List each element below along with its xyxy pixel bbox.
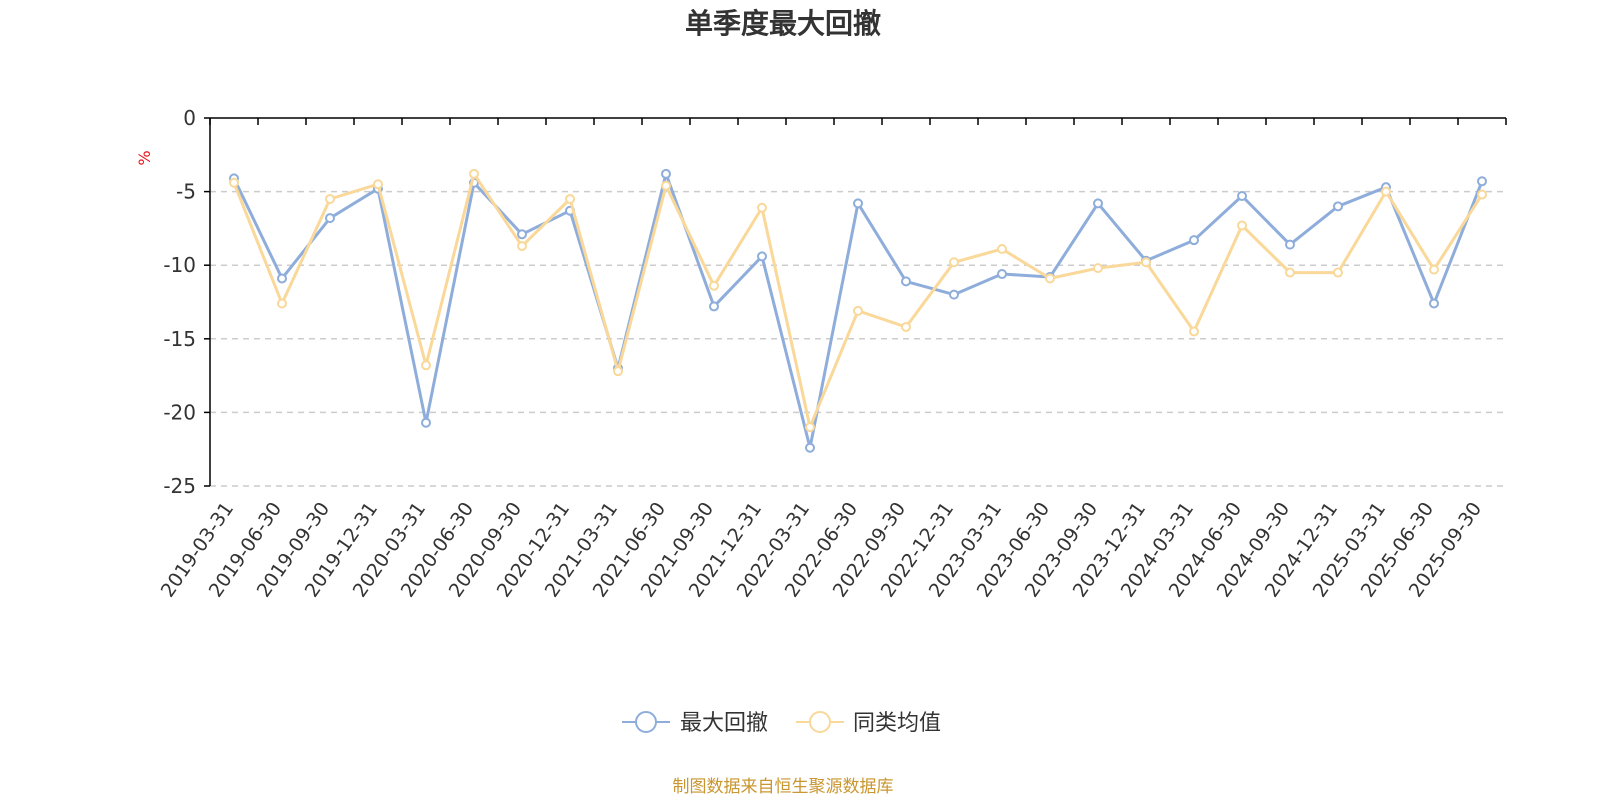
data-point: [1237, 191, 1247, 202]
y-tick-label: -20: [163, 400, 196, 424]
series: [229, 168, 1487, 453]
y-tick-label: -25: [163, 474, 196, 498]
data-point: [1093, 263, 1103, 274]
data-point: [709, 301, 719, 312]
data-point: [277, 298, 287, 309]
data-point: [1141, 257, 1151, 268]
data-point: [517, 241, 527, 252]
y-tick-label: -5: [176, 180, 196, 204]
legend-marker: [635, 711, 657, 733]
data-point: [997, 244, 1007, 255]
legend-item-1[interactable]: 最大回撤: [622, 711, 768, 736]
data-point: [853, 305, 863, 316]
series-line: [232, 172, 1484, 429]
data-point: [1189, 235, 1199, 246]
data-point: [1429, 264, 1439, 275]
data-point: [805, 442, 815, 453]
y-tick-label: -10: [163, 253, 196, 277]
data-point: [661, 168, 671, 179]
data-point: [517, 229, 527, 240]
data-point: [421, 417, 431, 428]
y-tick-label: -15: [163, 327, 196, 351]
legend-label: 最大回撤: [680, 711, 768, 736]
data-point: [565, 193, 575, 204]
legend-marker: [809, 711, 831, 733]
data-point: [1333, 267, 1343, 278]
series-2: [229, 168, 1487, 433]
data-point: [1093, 198, 1103, 209]
data-point: [421, 360, 431, 371]
data-point: [229, 177, 239, 188]
chart-title: 单季度最大回撤: [685, 7, 881, 40]
data-point: [1189, 326, 1199, 337]
data-point: [709, 280, 719, 291]
legend[interactable]: 最大回撤 同类均值: [622, 711, 941, 736]
data-point: [661, 180, 671, 191]
data-point: [805, 422, 815, 433]
axes: 0-5-10-15-20-252019-03-312019-06-302019-…: [157, 106, 1507, 601]
data-point: [325, 213, 335, 224]
data-point: [1477, 176, 1487, 187]
data-point: [613, 366, 623, 377]
y-tick-label: 0: [183, 106, 196, 130]
data-point: [901, 276, 911, 287]
data-point: [1237, 220, 1247, 231]
data-point: [757, 202, 767, 213]
data-point: [949, 257, 959, 268]
source-note: 制图数据来自恒生聚源数据库: [673, 777, 894, 797]
data-point: [1381, 186, 1391, 197]
data-point: [1333, 201, 1343, 212]
data-point: [949, 289, 959, 300]
data-point: [325, 193, 335, 204]
data-point: [469, 168, 479, 179]
data-point: [1285, 267, 1295, 278]
y-axis-unit: %: [135, 150, 154, 165]
data-point: [997, 269, 1007, 280]
data-point: [277, 273, 287, 284]
grid: [210, 190, 1506, 487]
data-point: [1285, 239, 1295, 250]
data-point: [1429, 298, 1439, 309]
data-point: [757, 251, 767, 262]
legend-item-2[interactable]: 同类均值: [796, 711, 941, 736]
data-point: [901, 322, 911, 333]
data-point: [373, 179, 383, 190]
data-point: [853, 198, 863, 209]
data-point: [1477, 189, 1487, 200]
data-point: [1045, 273, 1055, 284]
legend-label: 同类均值: [853, 711, 941, 736]
